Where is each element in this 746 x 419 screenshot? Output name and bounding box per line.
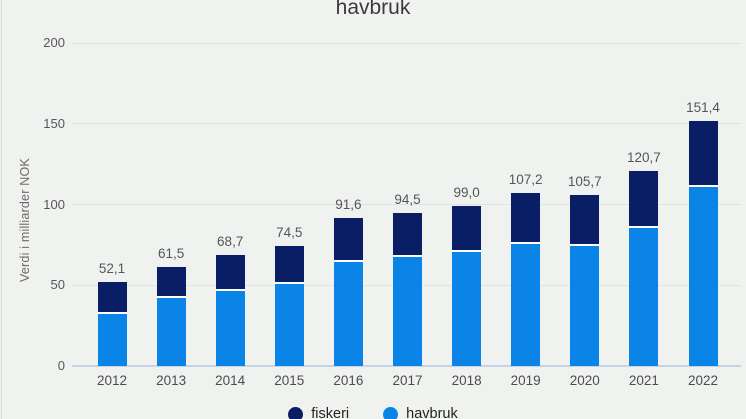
bar-segment-fiskeri-2019	[511, 192, 541, 242]
bar-segment-fiskeri-2021	[629, 171, 659, 227]
bar-segment-separator-2019	[511, 241, 541, 244]
bar-segment-fiskeri-2012	[97, 281, 127, 313]
bar-segment-fiskeri-2020	[570, 195, 600, 244]
legend-dot-havbruk	[383, 406, 399, 419]
bar-segment-separator-2015	[274, 281, 304, 284]
bar-segment-fiskeri-2015	[274, 245, 304, 282]
bar-segment-havbruk-2015	[274, 283, 304, 366]
bar-segment-havbruk-2013	[156, 298, 186, 366]
x-axis-tick-2019: 2019	[510, 373, 541, 388]
legend-item-havbruk: havbruk	[383, 406, 458, 419]
bar-segment-separator-2018	[452, 250, 482, 253]
gridline-100	[72, 204, 741, 205]
bar-segment-separator-2014	[215, 288, 245, 291]
y-axis-tick-0: 0	[57, 358, 65, 373]
bar-total-label-2022: 151,4	[686, 100, 720, 116]
x-axis-tick-2021: 2021	[628, 373, 659, 388]
bar-segment-havbruk-2018	[452, 252, 482, 366]
y-axis-title: Verdi i milliarder NOK	[18, 158, 33, 282]
legend-label-fiskeri: fiskeri	[311, 406, 350, 419]
gridline-200	[72, 42, 741, 44]
bar-segment-havbruk-2020	[570, 246, 600, 366]
x-axis-tick-2016: 2016	[333, 373, 364, 388]
bar-segment-fiskeri-2013	[156, 266, 186, 297]
bar-total-label-2014: 68,7	[217, 234, 244, 250]
x-axis-tick-2014: 2014	[215, 373, 246, 388]
left-edge-line	[1, 0, 2, 419]
bar-segment-fiskeri-2017	[393, 213, 422, 255]
bar-total-label-2013: 61,5	[157, 245, 185, 261]
bar-segment-havbruk-2022	[688, 186, 718, 366]
gridline-150	[72, 123, 741, 125]
bar-total-label-2012: 52,1	[98, 260, 126, 276]
y-axis-tick-100: 100	[43, 196, 65, 212]
bar-segment-havbruk-2019	[511, 243, 541, 366]
x-axis-tick-2012: 2012	[96, 373, 128, 388]
bar-segment-havbruk-2017	[393, 256, 422, 366]
bar-segment-havbruk-2012	[97, 314, 127, 366]
bar-segment-separator-2013	[156, 296, 186, 299]
bar-segment-fiskeri-2014	[215, 255, 245, 289]
y-axis-tick-50: 50	[50, 277, 65, 293]
bar-segment-havbruk-2014	[215, 290, 245, 366]
bar-total-label-2020: 105,7	[567, 174, 602, 190]
bar-segment-separator-2017	[393, 254, 422, 257]
bar-segment-separator-2021	[629, 226, 659, 229]
x-axis-tick-2022: 2022	[687, 373, 719, 388]
legend-label-havbruk: havbruk	[406, 406, 458, 419]
x-axis-line	[72, 365, 741, 367]
bar-segment-separator-2016	[333, 259, 363, 262]
y-axis-tick-200: 200	[43, 35, 65, 50]
bar-segment-separator-2022	[688, 184, 718, 187]
bar-total-label-2021: 120,7	[626, 150, 661, 166]
y-axis-title-container: Verdi i milliarder NOK	[8, 30, 42, 410]
bar-segment-fiskeri-2022	[688, 121, 718, 185]
x-axis-tick-2015: 2015	[274, 373, 305, 388]
legend-item-fiskeri: fiskeri	[288, 406, 349, 419]
bar-segment-fiskeri-2018	[452, 206, 482, 251]
bar-segment-separator-2020	[570, 244, 600, 246]
legend: fiskeri havbruk	[0, 406, 746, 419]
bar-total-label-2019: 107,2	[508, 171, 543, 187]
bar-segment-havbruk-2016	[333, 261, 363, 366]
bar-total-label-2017: 94,5	[394, 192, 421, 208]
bar-total-label-2018: 99,0	[453, 185, 480, 201]
bar-total-label-2015: 74,5	[276, 224, 303, 240]
bar-segment-separator-2012	[97, 312, 127, 315]
chart-title: havbruk	[335, 0, 411, 19]
x-axis-tick-2017: 2017	[392, 373, 423, 388]
x-axis-tick-2013: 2013	[156, 373, 187, 388]
x-axis-tick-2020: 2020	[569, 373, 600, 388]
bar-segment-havbruk-2021	[629, 228, 659, 366]
bar-total-label-2016: 91,6	[335, 197, 362, 213]
y-axis-tick-150: 150	[43, 115, 65, 131]
x-axis-tick-2018: 2018	[451, 373, 482, 388]
legend-dot-fiskeri	[288, 406, 304, 419]
bar-segment-fiskeri-2016	[333, 218, 363, 260]
